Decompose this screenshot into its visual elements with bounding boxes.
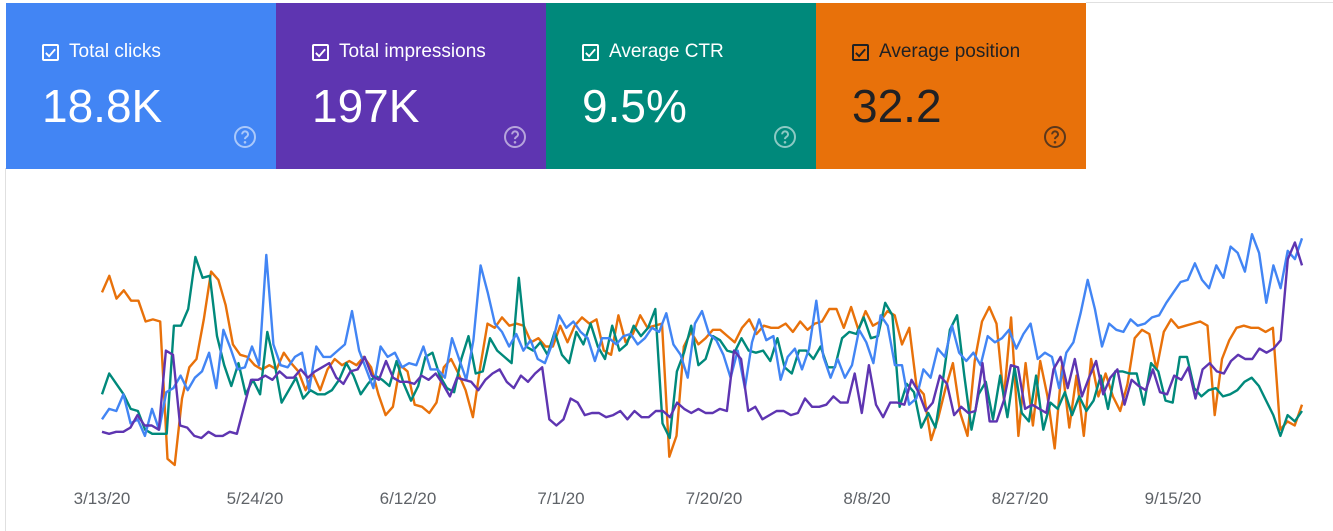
help-circle-icon[interactable] (773, 125, 797, 149)
series-line-impr[interactable] (101, 241, 1304, 440)
x-tick-label: 9/15/20 (1145, 489, 1202, 508)
metric-label: Total impressions (339, 41, 486, 62)
checkbox-checked-icon[interactable] (312, 43, 329, 61)
checkbox-checked-icon[interactable] (582, 43, 599, 61)
series-layer (100, 232, 1304, 467)
metric-card-total-clicks[interactable]: Total clicks 18.8K (6, 3, 276, 169)
metric-value: 197K (312, 80, 420, 132)
checkbox-checked-icon[interactable] (852, 43, 869, 61)
help-circle-icon[interactable] (1043, 125, 1067, 149)
x-tick-label: 6/12/20 (380, 489, 437, 508)
x-tick-label: 7/20/20 (686, 489, 743, 508)
metric-card-average-position[interactable]: Average position 32.2 (816, 3, 1086, 169)
metric-label: Total clicks (69, 41, 161, 62)
x-tick-label: 7/1/20 (537, 489, 584, 508)
metric-card-total-impressions[interactable]: Total impressions 197K (276, 3, 546, 169)
series-line-pos[interactable] (100, 270, 1304, 467)
series-line-ctr[interactable] (100, 255, 1303, 440)
metric-label: Average CTR (609, 41, 724, 62)
help-circle-icon[interactable] (503, 125, 527, 149)
help-circle-icon[interactable] (233, 125, 257, 149)
x-tick-label: 5/24/20 (227, 489, 284, 508)
metric-value: 32.2 (852, 80, 942, 132)
series-line-clicks[interactable] (101, 232, 1304, 438)
metric-value: 9.5% (582, 80, 687, 132)
x-tick-label: 3/13/20 (74, 489, 131, 508)
metric-label: Average position (879, 41, 1021, 62)
metric-cards: Total clicks 18.8K Total impressions 197… (6, 3, 1086, 169)
performance-line-chart[interactable]: 3/13/20 5/24/20 6/12/20 7/1/20 7/20/20 8/8/20… (0, 170, 1333, 531)
metric-card-average-ctr[interactable]: Average CTR 9.5% (546, 3, 816, 169)
x-axis-ticks: 3/13/20 5/24/20 6/12/20 7/1/20 7/20/20 8/8/20… (74, 489, 1202, 508)
x-tick-label: 8/8/20 (843, 489, 890, 508)
metric-value: 18.8K (42, 80, 163, 132)
x-tick-label: 8/27/20 (992, 489, 1049, 508)
checkbox-checked-icon[interactable] (42, 43, 59, 61)
